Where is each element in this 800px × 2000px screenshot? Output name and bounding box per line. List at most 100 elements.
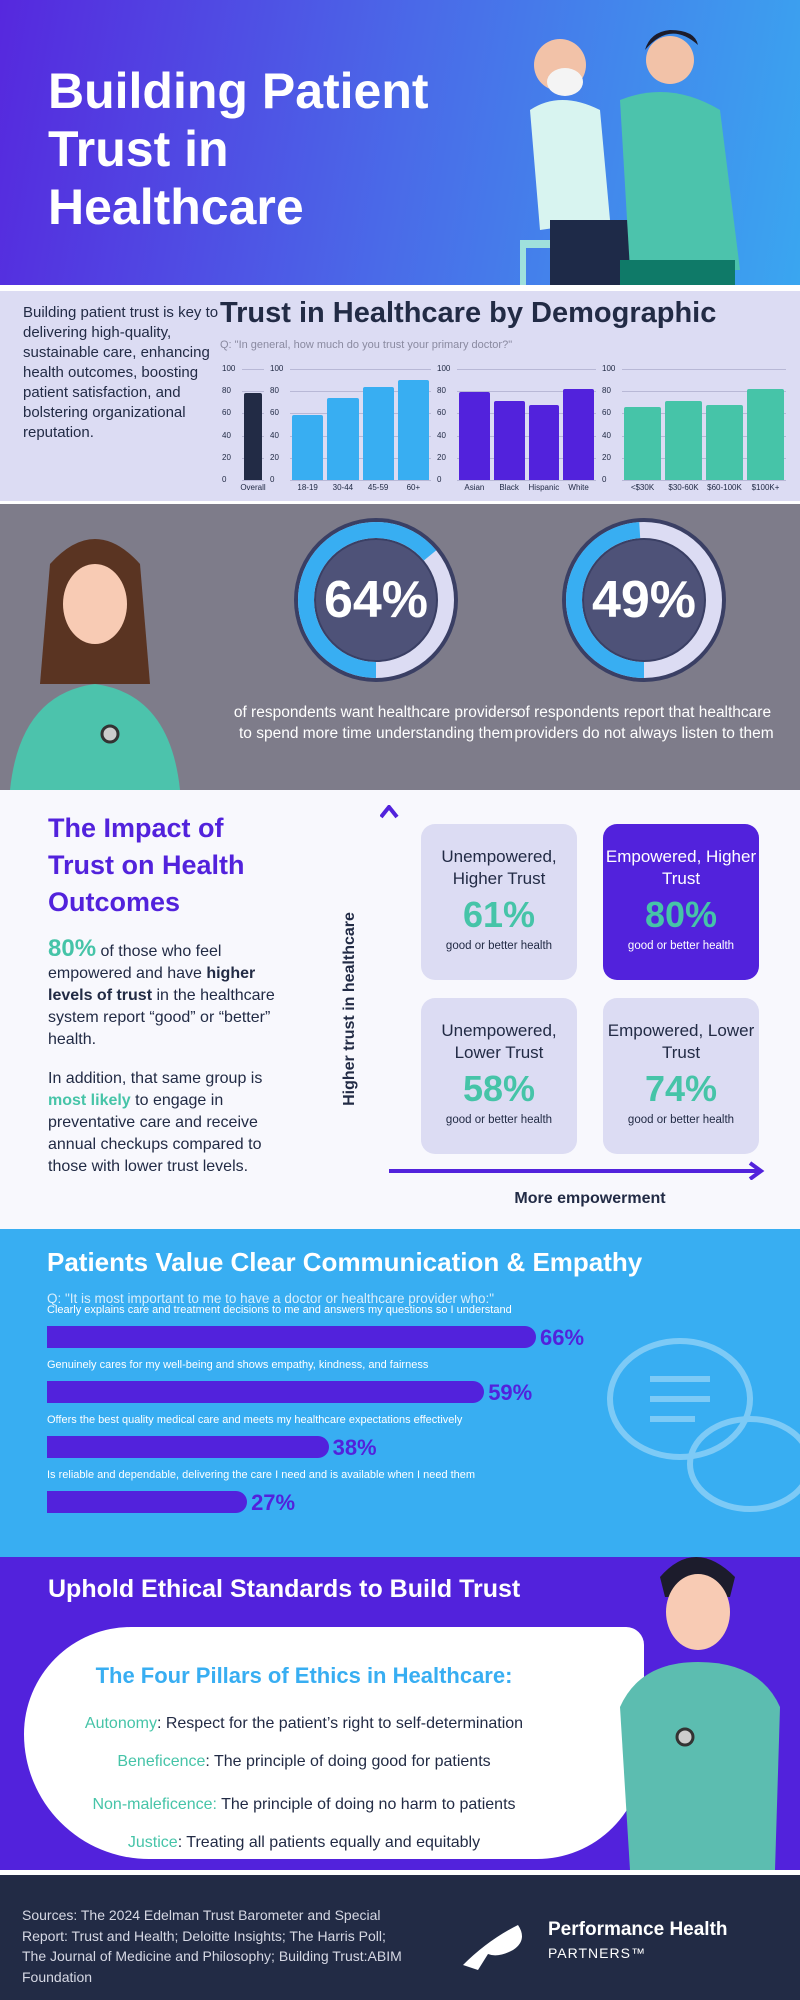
y-tick-label: 80 (602, 386, 611, 396)
communication-bar (47, 1326, 537, 1348)
speech-bubbles-icon (607, 1338, 800, 1512)
y-tick-label: 100 (222, 364, 236, 373)
x-axis-label: More empowerment (514, 1190, 666, 1207)
ethics-speech-bubble: The Four Pillars of Ethics in Healthcare… (24, 1627, 644, 1859)
quadrant-sub: good or better health (627, 1114, 735, 1126)
y-tick-label: 60 (222, 408, 231, 418)
stat-caption-2: of respondents report that healthcare pr… (514, 704, 774, 742)
y-tick-label: 20 (602, 452, 611, 462)
y-tick-label: 100 (602, 364, 616, 373)
communication-item-label: Is reliable and dependable, delivering t… (47, 1469, 476, 1481)
demographic-chart-title: Trust in Healthcare by Demographic (220, 297, 717, 329)
y-tick-label: 80 (270, 386, 279, 396)
stat-caption-1: of respondents want healthcare providers… (233, 704, 519, 742)
gridline (457, 480, 596, 481)
quadrant-label: Unempowered, Lower Trust (441, 1021, 557, 1062)
patient-nurse-illustration (520, 30, 740, 285)
communication-value: 66% (540, 1325, 585, 1350)
impact-paragraph-2: In addition, that same group is most lik… (48, 1068, 298, 1178)
bar-age-3 (397, 380, 429, 480)
text: of those who feel empowered and have (48, 943, 222, 982)
bar-race-1 (493, 401, 525, 480)
highlight-text: most likely (48, 1092, 131, 1109)
demographic-section: Building patient trust is key to deliver… (0, 291, 800, 501)
text: In addition, that same group is (48, 1070, 263, 1087)
gridline (242, 369, 264, 370)
communication-value: 59% (488, 1380, 533, 1405)
bar-income-0 (624, 406, 661, 480)
bar-overall-0 (244, 393, 262, 480)
category-label: 30-44 (332, 483, 354, 492)
category-label: Black (499, 483, 519, 492)
stat-value-2: 49% (591, 571, 697, 629)
category-label: 45-59 (367, 483, 389, 492)
bar-age-1 (327, 397, 359, 480)
gridline (622, 391, 786, 393)
y-tick-label: 0 (602, 475, 607, 484)
doctor-woman-illustration (10, 539, 180, 790)
stat-donut-2: 49% (554, 510, 734, 690)
category-label: $30-60K (668, 483, 699, 492)
quadrant-label: Empowered, Lower Trust (607, 1021, 755, 1062)
text: to engage in preventative care and recei… (48, 1092, 262, 1175)
y-tick-label: 20 (222, 452, 231, 462)
bar-age-2 (362, 386, 394, 480)
impact-title: The Impact of Trust on Health Outcomes (48, 813, 245, 917)
bar-age-0 (292, 414, 324, 480)
communication-value: 27% (251, 1490, 296, 1515)
bar-race-0 (459, 392, 490, 480)
communication-question: Q: "It is most important to me to have a… (47, 1291, 495, 1306)
quadrant-unempowered-higher: Unempowered, Higher Trust 61% good or bett… (421, 824, 577, 980)
footer: Sources: The 2024 Edelman Trust Baromete… (0, 1875, 800, 2000)
page-title: Building Patient Trust in Healthcare (48, 63, 429, 235)
pillar-desc: : The principle of doing good for patien… (205, 1753, 491, 1770)
gridline (290, 391, 431, 393)
gridline (622, 413, 786, 415)
pillar-term: Autonomy (84, 1715, 157, 1732)
arrow-up-icon (380, 805, 399, 819)
category-label: Asian (464, 483, 485, 492)
gridline (242, 480, 264, 481)
category-label: 60+ (406, 483, 421, 492)
ethics-subtitle: The Four Pillars of Ethics in Healthcare… (95, 1663, 513, 1688)
quadrant-value: 58% (462, 1068, 536, 1109)
pillar-desc: The principle of doing no harm to patien… (216, 1796, 516, 1813)
gridline (242, 391, 264, 393)
y-tick-label: 40 (270, 430, 279, 440)
bar-income-3 (747, 388, 784, 480)
pillar-term: Justice (127, 1834, 178, 1851)
male-doctor-illustration (620, 1557, 780, 1870)
y-tick-label: 60 (270, 408, 279, 418)
communication-bar (47, 1491, 248, 1513)
stat-value-1: 64% (323, 571, 429, 629)
highlight-pct: 80% (48, 935, 97, 962)
category-label: White (568, 483, 589, 492)
y-tick-label: 100 (437, 364, 451, 373)
category-label: 18-19 (297, 483, 318, 492)
donut-arc (566, 522, 722, 678)
quadrant-axes (380, 805, 765, 1180)
donut-ring-1 (294, 518, 458, 682)
intro-text: Building patient trust is key to deliver… (23, 304, 219, 441)
quadrant-label: Empowered, Higher Trust (605, 847, 757, 888)
quadrant-value: 74% (644, 1068, 718, 1109)
quadrant-sub: good or better health (445, 940, 553, 952)
donut-arc (298, 522, 454, 678)
communication-bar (47, 1436, 329, 1458)
gridline (290, 480, 431, 481)
impact-paragraph-1: 80% of those who feel empowered and have… (48, 935, 298, 1051)
gridline (457, 457, 596, 459)
communication-item-label: Offers the best quality medical care and… (47, 1414, 463, 1426)
y-axis-label: Higher trust in healthcare (341, 912, 358, 1106)
y-tick-label: 80 (222, 386, 231, 396)
y-tick-label: 0 (270, 475, 275, 484)
quadrant-empowered-lower: Empowered, Lower Trust 74% good or better … (603, 998, 759, 1154)
donut-ring-2 (562, 518, 726, 682)
communication-item-label: Genuinely cares for my well-being and sh… (47, 1359, 429, 1371)
category-label: $100K+ (751, 483, 780, 492)
pillar-non-maleficence: Non-maleficence: The principle of doing … (14, 1796, 594, 1814)
gridline (290, 369, 431, 370)
demographic-question: Q: "In general, how much do you trust yo… (220, 339, 513, 351)
header-banner: Building Patient Trust in Healthcare (0, 0, 800, 285)
communication-section: Patients Value Clear Communication & Emp… (0, 1229, 800, 1557)
